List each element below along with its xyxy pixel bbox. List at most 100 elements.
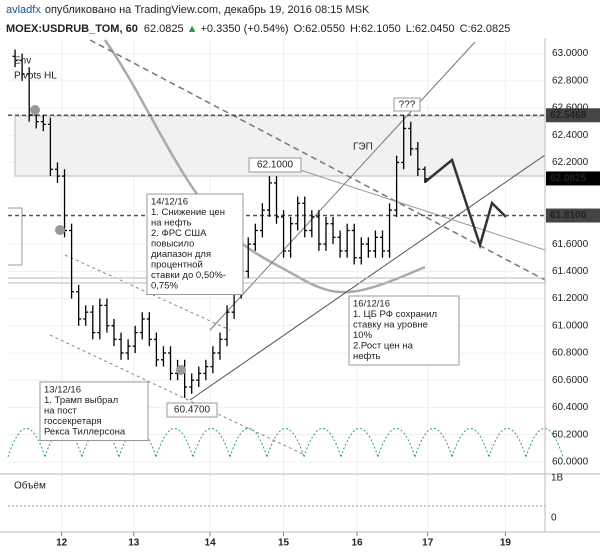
cycle-arc <box>192 428 231 458</box>
grid <box>8 38 545 532</box>
y-tick-label: 62.6000 <box>552 103 589 114</box>
low: L:62.0450 <box>406 23 455 35</box>
y-tick-label: 62.2000 <box>552 157 589 168</box>
cycle-arc <box>525 428 564 458</box>
cycle-arc <box>377 428 416 458</box>
cycle-arc <box>266 428 305 458</box>
note-line: процентной <box>151 260 203 271</box>
marker <box>30 105 40 115</box>
label-box <box>248 157 302 173</box>
price-tag-label: 61.8100 <box>550 210 587 221</box>
note-box <box>39 381 149 441</box>
note-line: 1. Трамп выбрал <box>44 395 118 406</box>
box <box>8 207 23 266</box>
change: +0.3350 (+0.54%) <box>200 23 288 35</box>
y-tick-label: 60.2000 <box>552 429 589 440</box>
volume-label: Объём <box>14 480 46 492</box>
label-box <box>393 97 421 112</box>
marker <box>55 225 65 235</box>
x-tick-label: 19 <box>500 538 512 549</box>
price-tag <box>546 108 600 123</box>
annotation: ГЭП <box>353 142 373 153</box>
y-tick-label: 61.0000 <box>552 320 589 331</box>
price-tag <box>546 208 600 223</box>
indicator-label: Pivots HL <box>14 71 57 82</box>
label-box <box>166 402 218 418</box>
note-line: Рекса Тиллерсона <box>44 427 126 438</box>
note-line: 2. ФРС США <box>151 228 207 239</box>
x-tick-label: 15 <box>278 538 290 549</box>
note-line: диапазон для <box>151 249 211 260</box>
volume-tick: 1B <box>551 473 564 484</box>
cycle-arc <box>340 428 379 458</box>
y-tick-label: 60.6000 <box>552 375 589 386</box>
price-tag <box>546 171 600 186</box>
cycle-arc <box>44 428 83 458</box>
marker <box>176 365 186 375</box>
y-tick-label: 60.8000 <box>552 348 589 359</box>
channel-line <box>299 169 545 251</box>
y-tick-label: 61.6000 <box>552 239 589 250</box>
note-line: госсекретаря <box>44 416 102 427</box>
open: O:62.0550 <box>294 23 345 35</box>
note-line: нефть <box>353 351 380 362</box>
arrow: ▲ <box>187 23 198 35</box>
y-tick-label: 62.4000 <box>552 130 589 141</box>
cycle-arcs <box>7 428 564 458</box>
y-tick-label: 60.4000 <box>552 402 589 413</box>
cycle-arc <box>81 428 120 458</box>
note-line: 2.Рост цен на <box>353 341 414 352</box>
x-tick-label: 12 <box>56 538 68 549</box>
indicator-label: Env <box>14 56 31 67</box>
cycle-arc <box>488 428 527 458</box>
note-line: ставку на уровне <box>353 320 428 331</box>
note-line: 14/12/16 <box>151 197 188 208</box>
channel-line <box>49 334 306 456</box>
y-tick-label: 63.0000 <box>552 48 589 59</box>
y-tick-label: 60.0000 <box>552 456 589 467</box>
note-line: ставки до 0,50%- <box>151 270 226 281</box>
cycle-arc <box>118 428 157 458</box>
note-line: на пост <box>44 406 77 417</box>
last: 62.0825 <box>144 23 184 35</box>
author[interactable]: avladfx <box>6 4 41 16</box>
published: опубликовано на TradingView.com, декабрь… <box>45 4 370 16</box>
annotation: ??? <box>399 100 416 111</box>
note-box <box>348 295 460 366</box>
price-tag-label: 62.5468 <box>550 110 587 121</box>
cycle-arc <box>303 428 342 458</box>
note-line: на нефть <box>151 218 192 229</box>
symbol: MOEX:USDRUB_TOM, 60 <box>6 23 138 35</box>
symbol-line: MOEX:USDRUB_TOM, 60 62.0825 ▲ +0.3350 (+0.5… <box>6 23 510 35</box>
close: C:62.0825 <box>460 23 511 35</box>
x-tick-label: 13 <box>128 538 140 549</box>
annotation: 60.4700 <box>174 405 211 416</box>
header-line: avladfx опубликовано на TradingView.com, … <box>6 4 370 16</box>
annotation: 62.1000 <box>257 160 294 171</box>
cycle-arc <box>155 428 194 458</box>
note-line: повысило <box>151 239 194 250</box>
x-tick-label: 14 <box>205 538 217 549</box>
note-line: 0,75% <box>151 281 178 292</box>
note-line: 13/12/16 <box>44 385 81 396</box>
cycle-arc <box>7 428 46 458</box>
y-tick-label: 61.2000 <box>552 293 589 304</box>
note-line: 16/12/16 <box>353 299 390 310</box>
x-tick-label: 17 <box>422 538 434 549</box>
forecast-path <box>424 157 507 250</box>
high: H:62.1050 <box>350 23 401 35</box>
cycle-arc <box>414 428 453 458</box>
y-tick-label: 62.8000 <box>552 75 589 86</box>
trend-line <box>89 39 545 281</box>
note-line: 10% <box>353 330 373 341</box>
cycle-arc <box>451 428 490 458</box>
note-box <box>146 193 244 295</box>
cycle-arc <box>229 428 268 458</box>
price-tag-label: 62.0825 <box>550 173 587 184</box>
channel-line <box>209 41 476 331</box>
note-line: 1. Снижение цен <box>151 207 225 218</box>
x-tick-label: 16 <box>351 538 363 549</box>
volume-tick: 0 <box>551 513 557 524</box>
